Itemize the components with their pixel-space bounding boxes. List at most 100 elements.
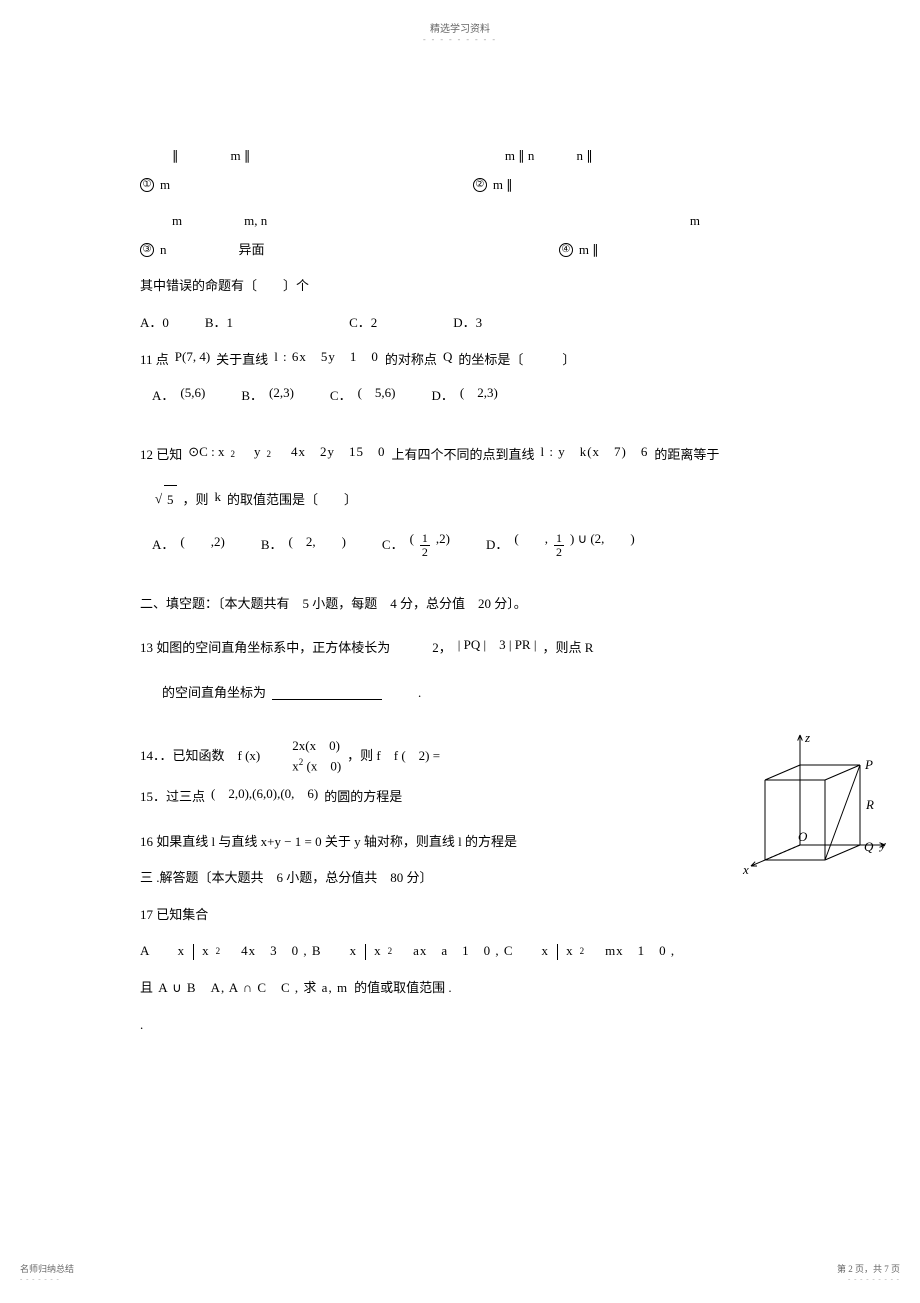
page-content: ∥ m ∥ ① m m ∥ n n ∥ ② m ∥	[0, 44, 920, 1039]
q11-stem: 11 点 P(7, 4) 关于直线 l : 6x 5y 1 0 的对称点 Q 的…	[140, 346, 780, 375]
q14-top: 2x(x 0)	[292, 737, 341, 755]
q12-s3: 的距离等于	[654, 441, 719, 470]
prop1-top-b: m ∥	[231, 142, 251, 171]
set-bar-2	[365, 944, 366, 960]
q12-plus: y	[241, 438, 261, 467]
q11-s3: 的对称点	[385, 346, 437, 375]
footer-right-dots: - - - - - - - - -	[837, 1275, 900, 1283]
q13-blank	[272, 686, 382, 700]
svg-text:R: R	[865, 797, 874, 812]
prop4-top-b: m	[690, 207, 700, 236]
svg-text:z: z	[804, 730, 810, 745]
q17-l2a: 且 A ∪ B A, A ∩ C C , 求 a, m	[140, 974, 348, 1003]
q15-post: 的圆的方程是	[324, 783, 402, 812]
q12-stem-line2: 5 ，则 k 的取值范围是〔 〕	[152, 485, 780, 515]
q13-period: .	[418, 679, 421, 708]
propositions-row2: m m, n ③ n 异面 m ④ m ∥	[140, 207, 780, 264]
circle-4: ④	[559, 243, 573, 257]
q11-options: A．(5,6) B．(2,3) C．( 5,6) D．( 2,3)	[152, 382, 780, 411]
q13-l1a: 13 如图的空间直角坐标系中，正方体棱长为	[140, 634, 390, 663]
q12b-v: ( 2, )	[288, 528, 345, 557]
q12c-l: C．	[382, 531, 404, 560]
q12-opt-a: A．( ,2)	[152, 531, 225, 560]
footer-left-text: 名师归纳总结	[20, 1262, 74, 1275]
q12a-l: A．	[152, 531, 174, 560]
svg-text:Q: Q	[864, 839, 874, 854]
q12-sqrt: 5	[164, 485, 177, 515]
prop1-bot: m	[160, 171, 170, 200]
footer: 名师归纳总结 - - - - - - - 第 2 页，共 7 页 - - - -…	[0, 1262, 920, 1283]
q13-l2: 的空间直角坐标为	[162, 679, 266, 708]
q12d-frac: 12	[554, 532, 564, 559]
q11-s2: 关于直线	[216, 346, 268, 375]
q12d-n: 1	[554, 532, 564, 546]
section2-title: 二、填空题：〔本大题共有 5 小题，每题 4 分，总分值 20 分〕。	[140, 590, 780, 619]
q12d-l2: ( ,	[514, 525, 548, 554]
svg-text:O: O	[798, 829, 808, 844]
q12-s4: ，则	[183, 486, 209, 515]
q14-piecewise: 2x(x 0) x2 (x 0)	[292, 737, 341, 775]
q11-opt-b: B．(2,3)	[241, 382, 294, 411]
circle-3: ③	[140, 243, 154, 257]
q12-opt-c: C． ( 12 ,2)	[382, 531, 450, 560]
q12c-n: 1	[420, 532, 430, 546]
prop1-top-a: ∥	[172, 142, 179, 171]
q17-Aexp: x	[202, 937, 210, 966]
q12-sq2: 2	[266, 445, 271, 465]
q14-post: ，则 f f ( 2) =	[347, 742, 440, 771]
prop4-bot: m ∥	[579, 236, 599, 265]
section3-title: 三 .解答题〔本大题共 6 小题，总分值共 80 分〕	[140, 864, 780, 893]
footer-left-dots: - - - - - - -	[20, 1275, 74, 1283]
q17-Brest: ax a 1 0 , C x	[399, 937, 549, 966]
q11a-v: (5,6)	[180, 379, 205, 408]
prop-4: m ④ m ∥	[473, 207, 780, 264]
q13-pq: | PQ | 3 | PR |	[458, 631, 537, 660]
q17-Csq: 2	[580, 942, 586, 962]
q12a-v: ( ,2)	[180, 528, 224, 557]
footer-left: 名师归纳总结 - - - - - - -	[20, 1262, 74, 1283]
q17-l2b: 的值或取值范围 .	[354, 974, 452, 1003]
q17-Crest: mx 1 0 ,	[591, 937, 675, 966]
q17-Bsq: 2	[388, 942, 394, 962]
q10-options: A．0 B．1 C．2 D．3	[140, 309, 780, 338]
q14-bot2: (x 0)	[303, 758, 341, 773]
q11-s4: 的坐标是〔 〕	[458, 346, 575, 375]
circle-2: ②	[473, 178, 487, 192]
q12b-l: B．	[261, 531, 283, 560]
q12-line: l : y k(x 7) 6	[541, 438, 649, 467]
q14: 14．．已知函数 f (x) 2x(x 0) x2 (x 0) ，则 f f (…	[140, 737, 780, 775]
q12c-d: 2	[420, 546, 430, 559]
q12d-r: ) ∪ (2, )	[570, 525, 635, 554]
svg-text:x: x	[742, 862, 749, 877]
propositions-row1: ∥ m ∥ ① m m ∥ n n ∥ ② m ∥	[140, 142, 780, 199]
q15-pts: ( 2,0),(6,0),(0, 6)	[211, 780, 318, 809]
q11-opt-c: C．( 5,6)	[330, 382, 396, 411]
set-bar-1	[193, 944, 194, 960]
header-title: 精选学习资料	[0, 0, 920, 35]
q12-rest: 4x 2y 15 0	[277, 438, 386, 467]
q13-line1: 13 如图的空间直角坐标系中，正方体棱长为 2， | PQ | 3 | PR |…	[140, 634, 780, 663]
q10-opt-c: C．2	[349, 309, 377, 338]
q12-circ: ⊙C : x	[188, 438, 224, 467]
q13-line2: 的空间直角坐标为 .	[162, 679, 780, 708]
footer-right: 第 2 页，共 7 页 - - - - - - - - -	[837, 1262, 900, 1283]
prop2-top-b: n ∥	[576, 142, 592, 171]
prop3-mid: n	[160, 236, 167, 265]
q13-l1c: ，则点 R	[542, 634, 593, 663]
q17-Asq: 2	[216, 942, 222, 962]
q11c-v: ( 5,6)	[358, 379, 396, 408]
svg-text:P: P	[864, 757, 873, 772]
q17-line2: 且 A ∪ B A, A ∩ C C , 求 a, m 的值或取值范围 .	[140, 974, 780, 1003]
q17-stem: 17 已知集合	[140, 901, 780, 930]
q17-A: A x	[140, 937, 185, 966]
q11d-v: ( 2,3)	[460, 379, 498, 408]
q12-sq1: 2	[230, 445, 235, 465]
q12-s2: 上有四个不同的点到直线	[391, 441, 534, 470]
q17-Bexp: x	[374, 937, 382, 966]
q11a-l: A．	[152, 382, 174, 411]
q12-k: k	[215, 483, 222, 512]
set-bar-3	[557, 944, 558, 960]
footer-right-text: 第 2 页，共 7 页	[837, 1262, 900, 1275]
q10-opt-d: D．3	[453, 309, 482, 338]
circle-1: ①	[140, 178, 154, 192]
